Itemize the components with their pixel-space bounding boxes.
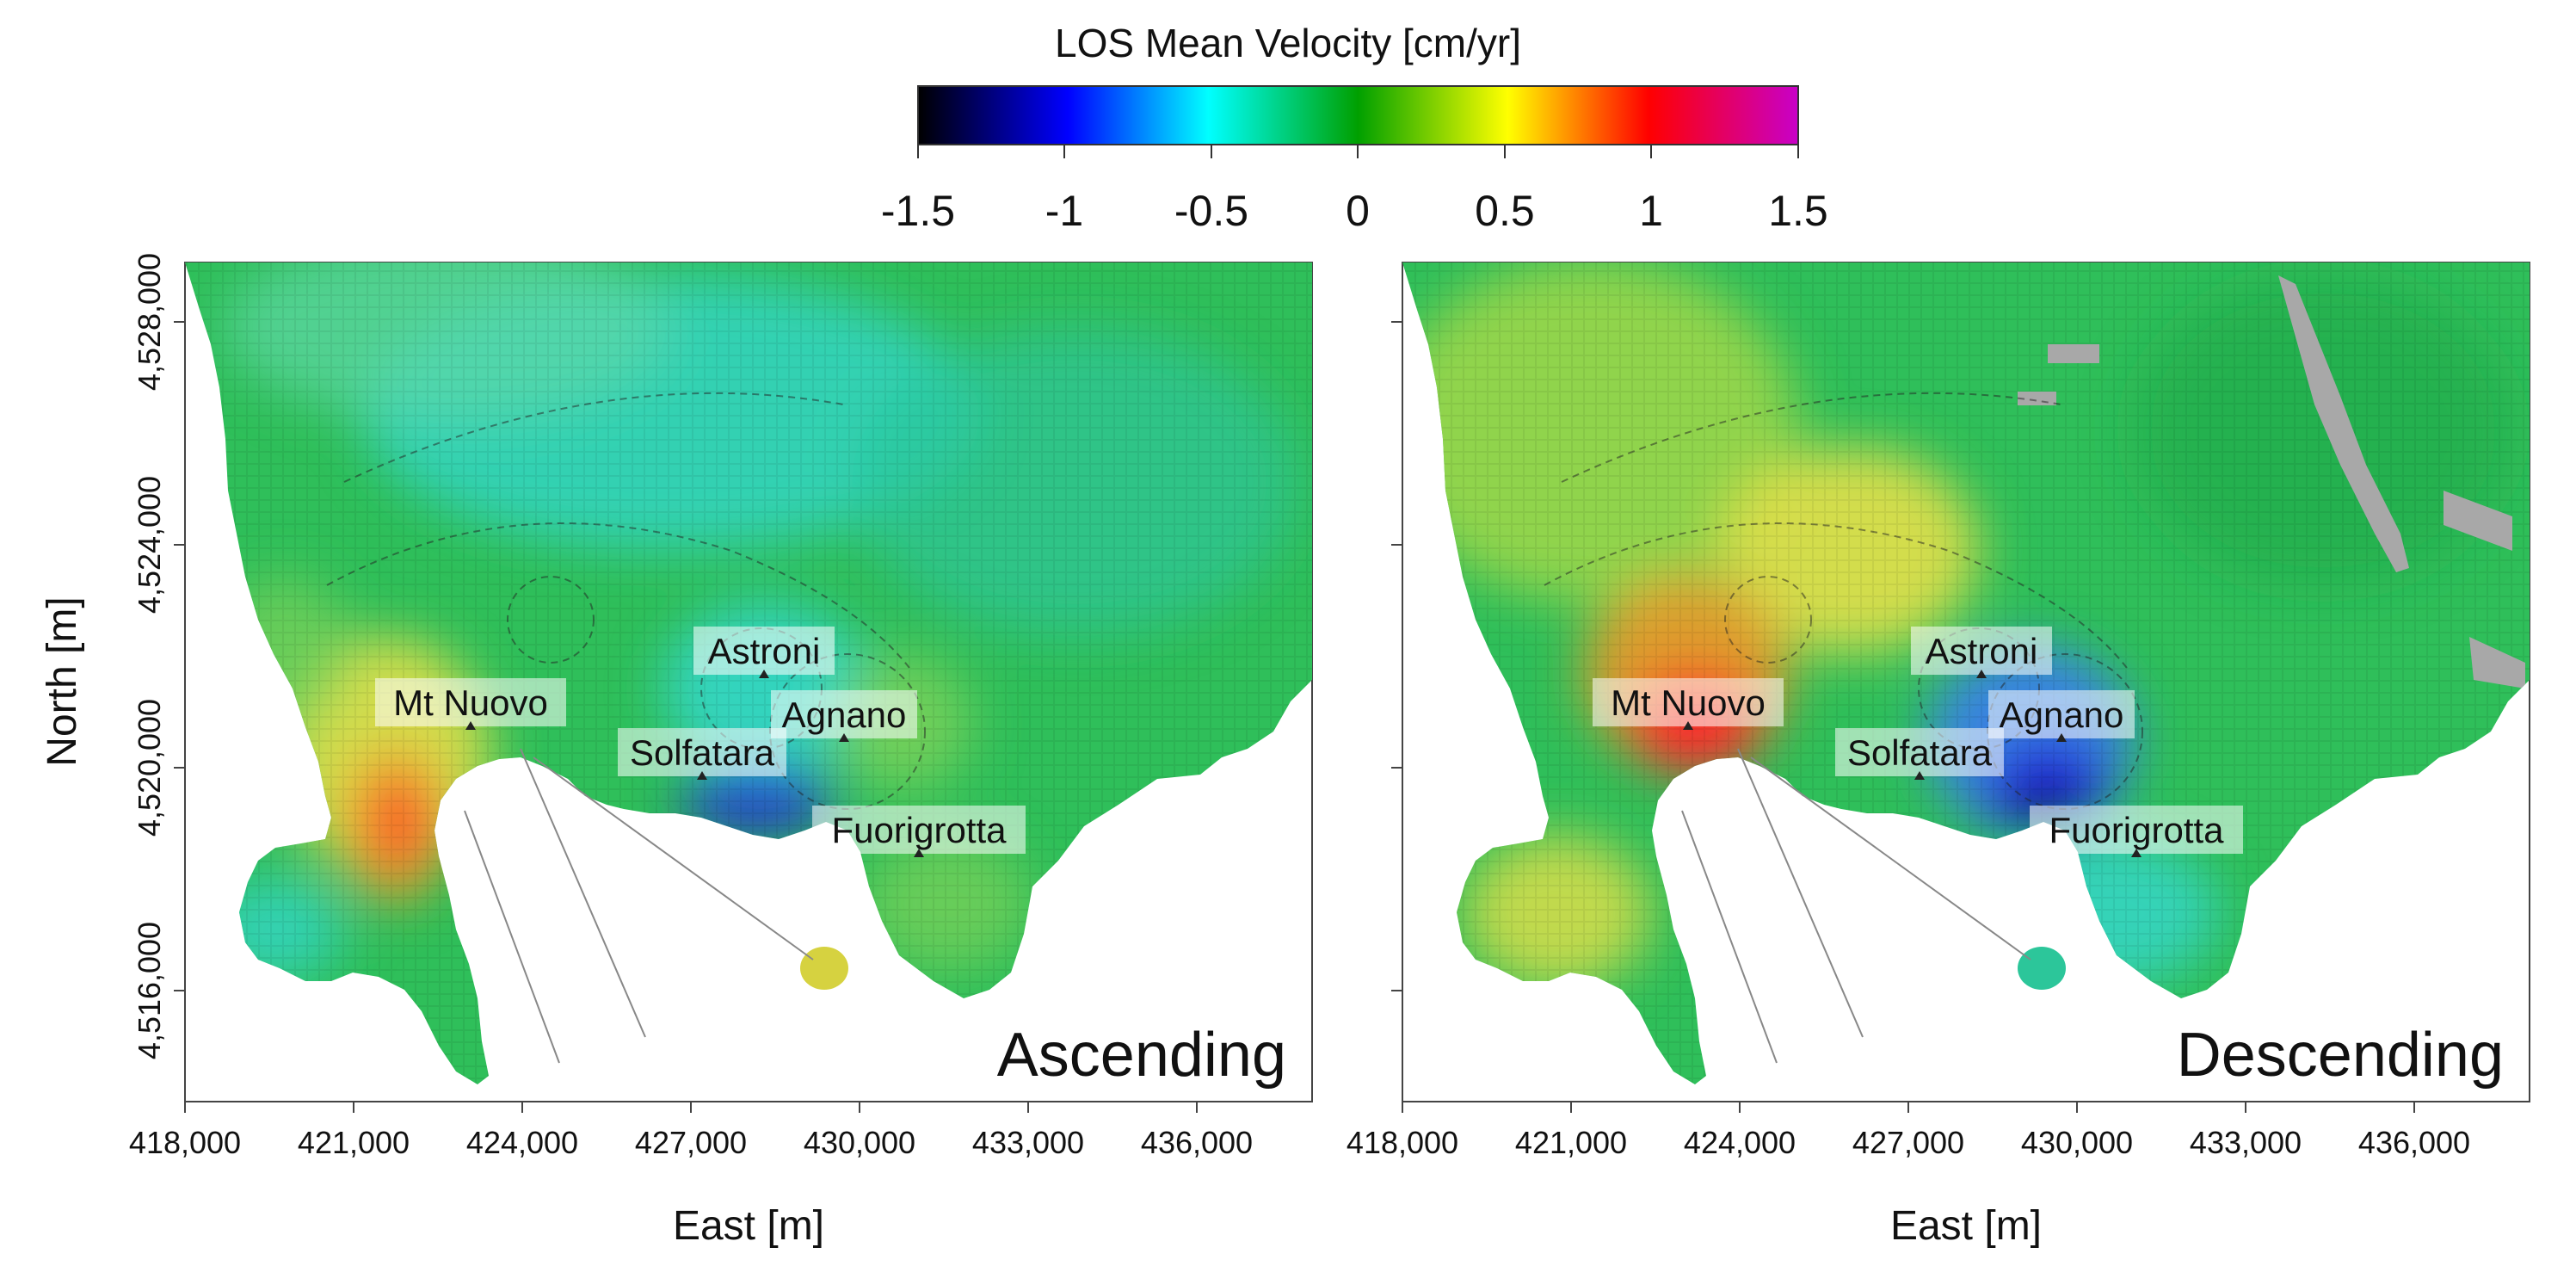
x-axis-title: East [m] bbox=[1890, 1203, 2042, 1249]
bay-line bbox=[533, 757, 814, 960]
y-tick-label: 4,528,000 bbox=[132, 253, 167, 391]
panel-title: Descending bbox=[2177, 1021, 2504, 1090]
y-tick-label: 4,516,000 bbox=[132, 922, 167, 1059]
place-label-agnano: Agnano bbox=[771, 690, 917, 742]
colorbar-tick-label: -0.5 bbox=[1174, 187, 1248, 235]
x-axis-right bbox=[1402, 1102, 2415, 1113]
x-tick-label: 436,000 bbox=[1141, 1125, 1253, 1160]
svg-text:Agnano: Agnano bbox=[2000, 695, 2124, 735]
x-tick-label: 433,000 bbox=[2190, 1125, 2302, 1160]
place-label-mt-nuovo: Mt Nuovo bbox=[1593, 678, 1784, 730]
y-tick-label: 4,520,000 bbox=[132, 699, 167, 837]
gray-mask bbox=[2018, 275, 2525, 689]
colorbar-tick-label: -1 bbox=[1045, 187, 1083, 235]
island bbox=[800, 947, 848, 990]
y-axis-title: North [m] bbox=[40, 596, 85, 766]
colorbar-tick-label: -1.5 bbox=[881, 187, 955, 235]
bay-line bbox=[1681, 810, 1778, 1064]
x-tick-label: 430,000 bbox=[2021, 1125, 2133, 1160]
svg-text:Solfatara: Solfatara bbox=[630, 732, 775, 773]
colorbar-tick-label: 1 bbox=[1639, 187, 1663, 235]
y-axis-left bbox=[174, 321, 185, 991]
map-panel-descending: Mt Nuovo Astroni Agnano Solfatara Fuorig… bbox=[1402, 262, 2530, 1102]
svg-text:Mt Nuovo: Mt Nuovo bbox=[393, 682, 548, 723]
svg-text:Fuorigrotta: Fuorigrotta bbox=[2049, 810, 2224, 850]
svg-text:Astroni: Astroni bbox=[708, 631, 821, 671]
colorbar bbox=[917, 85, 1799, 145]
place-label-fuorigrotta: Fuorigrotta bbox=[812, 806, 1026, 857]
x-tick-label: 427,000 bbox=[1852, 1125, 1964, 1160]
bay-line bbox=[1737, 748, 1864, 1038]
x-tick-label: 424,000 bbox=[466, 1125, 578, 1160]
place-label-astroni: Astroni bbox=[1911, 627, 2052, 678]
bay-line bbox=[464, 810, 560, 1064]
x-tick-label: 436,000 bbox=[2358, 1125, 2470, 1160]
x-tick-label: 424,000 bbox=[1684, 1125, 1796, 1160]
svg-text:Fuorigrotta: Fuorigrotta bbox=[831, 810, 1007, 850]
svg-text:Mt Nuovo: Mt Nuovo bbox=[1611, 682, 1766, 723]
place-label-solfatara: Solfatara bbox=[618, 728, 786, 780]
x-axis-left bbox=[184, 1102, 1198, 1113]
x-tick-label: 421,000 bbox=[298, 1125, 410, 1160]
place-label-fuorigrotta: Fuorigrotta bbox=[2030, 806, 2243, 857]
map-panel-ascending: Mt Nuovo Astroni Agnano Solfatara Fuorig… bbox=[184, 262, 1313, 1102]
bay-line bbox=[1750, 757, 2031, 960]
y-tick-label: 4,524,000 bbox=[132, 476, 167, 614]
x-axis-title: East [m] bbox=[673, 1203, 824, 1249]
x-tick-label: 430,000 bbox=[804, 1125, 915, 1160]
colorbar-tick-label: 0.5 bbox=[1475, 187, 1535, 235]
colorbar-tick-label: 1.5 bbox=[1768, 187, 1828, 235]
colorbar-tick-label: 0 bbox=[1346, 187, 1370, 235]
place-label-solfatara: Solfatara bbox=[1835, 728, 2004, 780]
x-tick-label: 421,000 bbox=[1515, 1125, 1627, 1160]
x-tick-label: 418,000 bbox=[1347, 1125, 1458, 1160]
colorbar-title: LOS Mean Velocity [cm/yr] bbox=[1055, 21, 1521, 65]
y-axis-right bbox=[1391, 321, 1402, 991]
x-tick-label: 433,000 bbox=[972, 1125, 1084, 1160]
svg-text:Astroni: Astroni bbox=[1926, 631, 2038, 671]
bay-line bbox=[520, 748, 646, 1038]
panel-title: Ascending bbox=[997, 1021, 1286, 1090]
x-tick-label: 427,000 bbox=[635, 1125, 747, 1160]
place-label-mt-nuovo: Mt Nuovo bbox=[375, 678, 566, 730]
island bbox=[2018, 947, 2066, 990]
svg-text:Agnano: Agnano bbox=[782, 695, 907, 735]
colorbar-ticks bbox=[917, 145, 1799, 158]
x-tick-label: 418,000 bbox=[129, 1125, 241, 1160]
place-label-agnano: Agnano bbox=[1988, 690, 2135, 742]
svg-text:Solfatara: Solfatara bbox=[1847, 732, 1993, 773]
place-label-astroni: Astroni bbox=[693, 627, 835, 678]
